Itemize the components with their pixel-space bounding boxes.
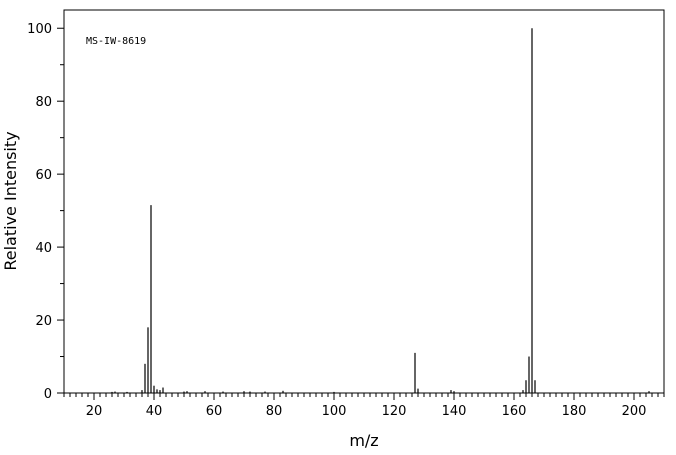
plot-frame	[63, 9, 665, 394]
spectrum-peaks	[111, 28, 650, 393]
x-tick-label: 160	[502, 404, 527, 419]
x-tick-label: 40	[146, 404, 163, 419]
x-axis: 20 40 60 80 100 120 140 160 180 200	[63, 393, 665, 419]
y-axis-title: Relative Intensity	[1, 131, 20, 270]
x-tick-label: 60	[206, 404, 223, 419]
y-tick-label: 100	[27, 22, 52, 37]
y-tick-label: 60	[35, 168, 52, 183]
spectrum-id-annotation: MS-IW-8619	[86, 36, 146, 47]
x-axis-title: m/z	[349, 431, 378, 450]
x-tick-label: 120	[382, 404, 407, 419]
x-tick-label: 200	[622, 404, 647, 419]
x-tick-label: 20	[86, 404, 103, 419]
y-tick-label: 40	[35, 241, 52, 256]
y-axis: 0 20 40 60 80 100	[27, 22, 64, 402]
x-tick-label: 80	[266, 404, 283, 419]
y-tick-label: 80	[35, 95, 52, 110]
x-tick-label: 100	[322, 404, 347, 419]
x-tick-label: 140	[442, 404, 467, 419]
y-tick-label: 0	[44, 387, 52, 402]
y-tick-label: 20	[35, 314, 52, 329]
x-tick-label: 180	[562, 404, 587, 419]
